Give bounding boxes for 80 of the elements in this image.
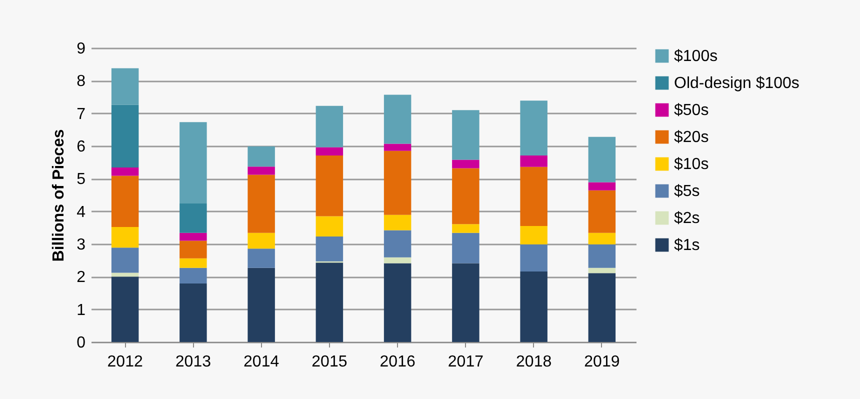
bar: [588, 273, 616, 342]
bar: [111, 68, 139, 105]
bar: [384, 257, 412, 264]
bar: [248, 268, 275, 342]
bar: [588, 268, 616, 274]
bar: [588, 244, 616, 268]
y-tick-label: 0: [76, 334, 86, 352]
bar: [180, 268, 207, 284]
y-tick-label: 7: [76, 106, 86, 123]
bar: [520, 100, 548, 156]
bar: [452, 160, 480, 168]
legend-label: Old-design $100s: [674, 75, 800, 92]
x-tick-label: 2019: [584, 354, 620, 370]
bar: [111, 227, 139, 248]
bar: [452, 232, 480, 264]
bar: [520, 166, 548, 226]
legend-label: $50s: [674, 102, 709, 119]
bar: [588, 182, 616, 190]
bar: [180, 203, 207, 233]
y-tick-label: 1: [76, 302, 86, 319]
bar: [248, 166, 275, 175]
y-tick-label: 6: [76, 138, 86, 156]
bar: [180, 240, 207, 258]
bar: [384, 263, 412, 342]
bar: [384, 214, 412, 230]
x-tick-label: 2012: [107, 354, 143, 370]
x-tick-label: 2013: [175, 354, 212, 370]
bar: [452, 110, 480, 160]
bar: [180, 284, 207, 342]
y-tick-label: 5: [76, 171, 86, 188]
y-tick-label: 2: [76, 269, 86, 286]
bar: [248, 232, 275, 249]
bar: [520, 244, 548, 272]
bar: [588, 136, 616, 182]
bar: [316, 147, 344, 156]
x-tick-label: 2018: [516, 354, 552, 370]
bar: [384, 94, 412, 144]
bar: [248, 248, 275, 268]
bar: [588, 190, 616, 233]
bar: [248, 146, 275, 167]
legend-label: $10s: [674, 156, 709, 173]
bar: [384, 144, 412, 151]
legend-label: $5s: [674, 183, 700, 200]
bar: [520, 155, 548, 167]
x-tick-label: 2014: [244, 354, 280, 370]
bar: [316, 262, 344, 342]
legend-label: $2s: [674, 210, 700, 227]
bar: [316, 216, 344, 236]
bar: [111, 176, 139, 228]
bar: [316, 106, 344, 148]
x-tick-label: 2015: [312, 354, 348, 370]
bar: [520, 271, 548, 342]
legend-label: $1s: [674, 237, 700, 254]
bar: [180, 258, 207, 268]
y-tick-label: 8: [76, 73, 86, 90]
bar: [316, 155, 344, 216]
bar: [180, 122, 207, 204]
x-tick-label: 2017: [448, 354, 484, 370]
x-tick-label: 2016: [380, 354, 416, 370]
bar: [111, 272, 139, 277]
bar: [384, 230, 412, 258]
bar: [111, 168, 139, 176]
y-axis-title: Billions of Pieces: [50, 129, 68, 262]
bar: [452, 168, 480, 224]
y-tick-label: 3: [76, 236, 86, 254]
bar: [111, 248, 139, 273]
bar: [588, 232, 616, 244]
bar: [248, 174, 275, 233]
bar: [111, 276, 139, 342]
legend-label: $100s: [674, 48, 718, 65]
bar: [316, 236, 344, 262]
bar: [384, 150, 412, 215]
bar: [452, 224, 480, 233]
y-tick-label: 4: [76, 204, 86, 221]
y-tick-label: 9: [76, 40, 86, 58]
bar: [180, 232, 207, 241]
bar: [111, 104, 139, 168]
bar: [452, 263, 480, 342]
bar: [520, 226, 548, 244]
legend-label: $20s: [674, 129, 709, 146]
